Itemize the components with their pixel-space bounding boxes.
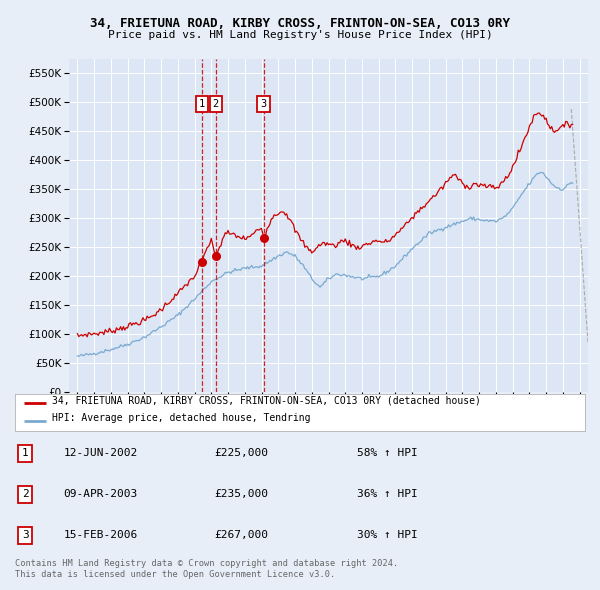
Text: 34, FRIETUNA ROAD, KIRBY CROSS, FRINTON-ON-SEA, CO13 0RY (detached house): 34, FRIETUNA ROAD, KIRBY CROSS, FRINTON-… xyxy=(52,395,481,405)
Text: 2: 2 xyxy=(22,489,29,499)
Text: 3: 3 xyxy=(22,530,29,540)
Text: 30% ↑ HPI: 30% ↑ HPI xyxy=(357,530,418,540)
Text: 2: 2 xyxy=(213,99,219,109)
Text: £225,000: £225,000 xyxy=(215,448,269,458)
Text: £267,000: £267,000 xyxy=(215,530,269,540)
Text: 58% ↑ HPI: 58% ↑ HPI xyxy=(357,448,418,458)
Text: 1: 1 xyxy=(22,448,29,458)
Text: 09-APR-2003: 09-APR-2003 xyxy=(64,489,138,499)
Text: 34, FRIETUNA ROAD, KIRBY CROSS, FRINTON-ON-SEA, CO13 0RY: 34, FRIETUNA ROAD, KIRBY CROSS, FRINTON-… xyxy=(90,17,510,30)
Text: 1: 1 xyxy=(199,99,205,109)
Text: 12-JUN-2002: 12-JUN-2002 xyxy=(64,448,138,458)
Text: 15-FEB-2006: 15-FEB-2006 xyxy=(64,530,138,540)
Text: Price paid vs. HM Land Registry's House Price Index (HPI): Price paid vs. HM Land Registry's House … xyxy=(107,30,493,40)
Text: HPI: Average price, detached house, Tendring: HPI: Average price, detached house, Tend… xyxy=(52,414,311,424)
Text: 3: 3 xyxy=(260,99,266,109)
Text: This data is licensed under the Open Government Licence v3.0.: This data is licensed under the Open Gov… xyxy=(15,570,335,579)
Text: Contains HM Land Registry data © Crown copyright and database right 2024.: Contains HM Land Registry data © Crown c… xyxy=(15,559,398,568)
Text: £235,000: £235,000 xyxy=(215,489,269,499)
Text: 36% ↑ HPI: 36% ↑ HPI xyxy=(357,489,418,499)
